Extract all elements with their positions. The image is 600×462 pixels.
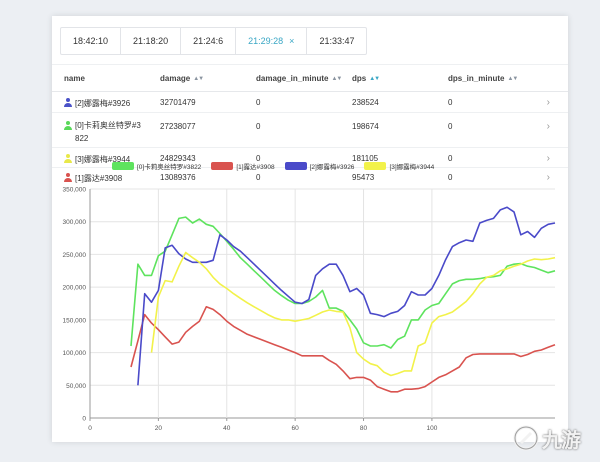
watermark-text: 九游 <box>542 430 581 452</box>
damage-cell: 24829343 <box>160 154 196 163</box>
dps-in-minute-cell: 0 <box>448 98 453 107</box>
sort-icon[interactable]: ▲▼ <box>331 76 342 82</box>
damage-cell: 32701479 <box>160 98 196 107</box>
y-tick-label: 100,000 <box>63 350 87 357</box>
y-tick-label: 350,000 <box>63 187 87 194</box>
player-name: [1]露达#3908 <box>75 174 123 183</box>
legend-label: [0]卡莉奥丝特罗#3822 <box>137 164 202 171</box>
col-dps-header[interactable]: dps ▲▼ <box>352 74 380 83</box>
user-icon <box>64 98 72 107</box>
legend-swatch <box>211 162 234 170</box>
damage-in-minute-cell: 0 <box>256 98 261 107</box>
player-name: [2]娜露梅#3926 <box>75 99 131 108</box>
col-dpm-label: dps_in_minute <box>448 74 505 83</box>
y-tick-label: 250,000 <box>63 252 87 259</box>
player-name: [0]卡莉奥丝特罗#3822 <box>75 121 141 143</box>
col-damage-label: damage <box>160 74 191 83</box>
player-cell: [1]露达#3908 <box>64 173 122 184</box>
legend-label: [3]娜露梅#3944 <box>389 164 435 171</box>
tab-session-5[interactable]: 21:33:47 <box>319 36 355 46</box>
legend-label: [1]露达#3908 <box>236 164 275 171</box>
table-row[interactable]: [2]娜露梅#3926 32701479 0 238524 0 › <box>52 91 568 113</box>
y-tick-label: 0 <box>82 416 86 423</box>
y-tick-label: 200,000 <box>63 285 87 292</box>
user-icon <box>64 173 72 182</box>
session-tabs: 18:42:10 21:18:20 21:24:6 21:29:28 × 21:3… <box>60 27 368 55</box>
player-cell: [2]娜露梅#3926 <box>64 98 130 109</box>
x-tick-label: 40 <box>223 425 231 432</box>
damage-in-minute-cell: 0 <box>256 154 261 163</box>
damage-cell: 13089376 <box>160 173 196 182</box>
y-tick-label: 50,000 <box>66 383 86 390</box>
chevron-right-icon[interactable]: › <box>546 172 550 183</box>
tab-label: 21:29:28 <box>248 36 284 46</box>
game-controller-icon <box>513 425 539 451</box>
x-tick-label: 0 <box>88 425 92 432</box>
player-cell: [3]娜露梅#3944 <box>64 154 130 165</box>
y-tick-label: 300,000 <box>63 219 87 226</box>
col-damage-header[interactable]: damage ▲▼ <box>160 74 204 83</box>
table-row[interactable]: [1]露达#3908 13089376 0 95473 0 › <box>52 168 568 188</box>
tab-session-2[interactable]: 21:18:20 <box>121 28 182 54</box>
series-line-1 <box>130 306 556 393</box>
col-damage-in-minute-header[interactable]: damage_in_minute ▲▼ <box>256 74 342 83</box>
x-tick-label: 100 <box>426 425 437 432</box>
legend-item[interactable]: [2]娜露梅#3926 <box>284 161 355 171</box>
series-line-0 <box>130 216 556 349</box>
col-name-header: name <box>64 74 85 83</box>
damage-in-minute-cell: 0 <box>256 122 261 131</box>
chart-legend: [0]卡莉奥丝特罗#3822 [1]露达#3908 [2]娜露梅#3926 [3… <box>112 161 444 171</box>
col-dps-label: dps <box>352 74 367 83</box>
user-icon <box>64 121 72 130</box>
y-tick-label: 150,000 <box>63 317 87 324</box>
chevron-right-icon[interactable]: › <box>546 97 550 108</box>
legend-swatch <box>112 162 134 170</box>
close-icon[interactable]: × <box>289 36 295 46</box>
legend-item[interactable]: [3]娜露梅#3944 <box>364 161 434 171</box>
x-tick-label: 20 <box>155 425 163 432</box>
dps-in-minute-cell: 0 <box>448 173 453 182</box>
legend-item[interactable]: [1]露达#3908 <box>211 161 275 171</box>
table-row[interactable]: [0]卡莉奥丝特罗#3822 27238077 0 198674 0 › <box>52 113 568 148</box>
dps-in-minute-cell: 0 <box>448 154 453 163</box>
damage-in-minute-cell: 0 <box>256 173 261 182</box>
series-line-2 <box>137 206 556 386</box>
x-tick-label: 80 <box>360 425 368 432</box>
dps-in-minute-cell: 0 <box>448 122 453 131</box>
dps-cell: 181105 <box>352 154 379 163</box>
sort-icon[interactable]: ▲▼ <box>193 76 204 82</box>
legend-swatch <box>364 162 387 170</box>
damage-cell: 27238077 <box>160 122 196 131</box>
sort-icon[interactable]: ▲▼ <box>507 76 518 82</box>
legend-swatch <box>284 162 307 170</box>
sort-active-icon[interactable]: ▲▼ <box>369 76 380 82</box>
player-cell: [0]卡莉奥丝特罗#3822 <box>64 119 144 145</box>
chevron-right-icon[interactable]: › <box>546 121 550 132</box>
dps-cell: 198674 <box>352 122 379 131</box>
table-header: name damage ▲▼ damage_in_minute ▲▼ dps ▲▼ d… <box>52 64 568 92</box>
dps-cell: 95473 <box>352 173 375 182</box>
legend-item[interactable]: [0]卡莉奥丝特罗#3822 <box>112 161 201 171</box>
user-icon <box>64 154 72 163</box>
tab-session-4[interactable]: 21:29:28 × <box>236 28 308 54</box>
tab-session-1[interactable]: 18:42:10 <box>61 28 122 54</box>
x-tick-label: 60 <box>292 425 300 432</box>
stats-panel: 18:42:10 21:18:20 21:24:6 21:29:28 × 21:3… <box>52 16 568 442</box>
chevron-right-icon[interactable]: › <box>546 153 550 164</box>
series-line-3 <box>150 251 556 377</box>
legend-label: [2]娜露梅#3926 <box>309 164 355 171</box>
col-dim-label: damage_in_minute <box>256 74 329 83</box>
col-dps-in-minute-header[interactable]: dps_in_minute ▲▼ <box>448 74 518 83</box>
table-row[interactable]: [3]娜露梅#3944 24829343 0 181105 0 › <box>52 148 568 168</box>
tab-session-3[interactable]: 21:24:6 <box>181 28 237 54</box>
player-name: [3]娜露梅#3944 <box>75 155 131 164</box>
dps-cell: 238524 <box>352 98 379 107</box>
